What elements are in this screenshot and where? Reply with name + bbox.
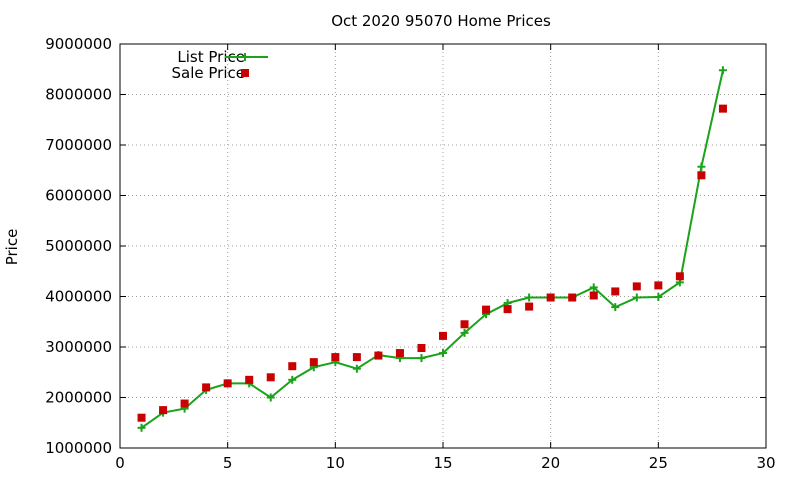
list-price-point: [611, 303, 620, 312]
y-tick-label: 8000000: [45, 86, 112, 104]
plot-frame: [119, 43, 767, 449]
sale-price-point: [180, 399, 189, 408]
x-tick-label: 25: [649, 454, 668, 472]
y-tick-label: 7000000: [45, 136, 112, 154]
sale-price-point: [137, 413, 146, 422]
axis-ticks: 0 5 10 15 20 25 30 1000000 2000000 3000000 4000000…: [45, 35, 775, 472]
sale-price-point: [395, 349, 404, 358]
sale-price-point: [632, 282, 641, 291]
sale-price-point: [697, 171, 706, 180]
sale-price-point: [266, 373, 275, 382]
legend-label: Sale Price: [172, 64, 245, 82]
sale-price-point: [546, 293, 555, 302]
x-tick-label: 0: [115, 454, 125, 472]
x-tick-label: 15: [433, 454, 452, 472]
sale-price-point: [589, 291, 598, 300]
legend-item-list-price: List Price: [177, 48, 268, 66]
list-price-point: [718, 66, 727, 75]
sale-price-point: [245, 375, 254, 384]
sale-price-point: [202, 383, 211, 392]
y-tick-label: 1000000: [45, 439, 112, 457]
sale-price-point: [309, 358, 318, 367]
list-price-point: [137, 423, 146, 432]
y-tick-label: 2000000: [45, 389, 112, 407]
sale-price-point: [525, 302, 534, 311]
sale-price-point: [460, 320, 469, 329]
x-tick-label: 30: [756, 454, 775, 472]
list-price-point: [654, 293, 663, 302]
series-layer: [137, 66, 727, 432]
list-price-point: [439, 349, 447, 358]
list-price-point: [589, 283, 598, 292]
sale-price-point: [417, 344, 426, 353]
sale-price-point: [288, 362, 297, 371]
sale-price-point: [718, 104, 727, 113]
y-tick-label: 6000000: [45, 187, 112, 205]
sale-price-point: [568, 293, 577, 302]
list-price-point: [460, 328, 469, 337]
sale-price-point: [331, 353, 340, 362]
legend-marker: [241, 53, 249, 61]
list-price-point: [525, 293, 534, 302]
sale-price-point: [439, 331, 447, 340]
y-tick-label: 5000000: [45, 237, 112, 255]
legend-item-sale-price: Sale Price: [172, 64, 249, 82]
y-tick-label: 4000000: [45, 288, 112, 306]
list-price-line: [140, 70, 724, 429]
sale-price-point: [654, 281, 663, 290]
x-tick-label: 10: [326, 454, 345, 472]
y-tick-label: 9000000: [45, 35, 112, 53]
sale-price-point: [503, 305, 512, 314]
x-tick-label: 20: [541, 454, 560, 472]
sale-price-series: [137, 104, 727, 422]
sale-price-point: [374, 351, 383, 360]
chart-title: Oct 2020 95070 Home Prices: [331, 12, 551, 30]
list-price-point: [352, 364, 361, 373]
x-tick-label: 5: [223, 454, 233, 472]
list-price-point: [288, 375, 297, 384]
list-price-point: [632, 293, 641, 302]
sale-price-point: [675, 272, 684, 281]
sale-price-point: [223, 379, 232, 388]
sale-price-point: [352, 353, 361, 362]
list-price-point: [417, 354, 426, 363]
list-price-point: [266, 393, 275, 402]
sale-price-point: [611, 287, 620, 296]
sale-price-point: [159, 406, 168, 415]
legend-label: List Price: [177, 48, 245, 66]
y-tick-label: 3000000: [45, 338, 112, 356]
legend-marker: [241, 69, 249, 77]
list-price-series: [137, 66, 727, 432]
list-price-point: [697, 162, 706, 171]
sale-price-point: [482, 305, 491, 314]
y-axis-label: Price: [3, 229, 21, 266]
